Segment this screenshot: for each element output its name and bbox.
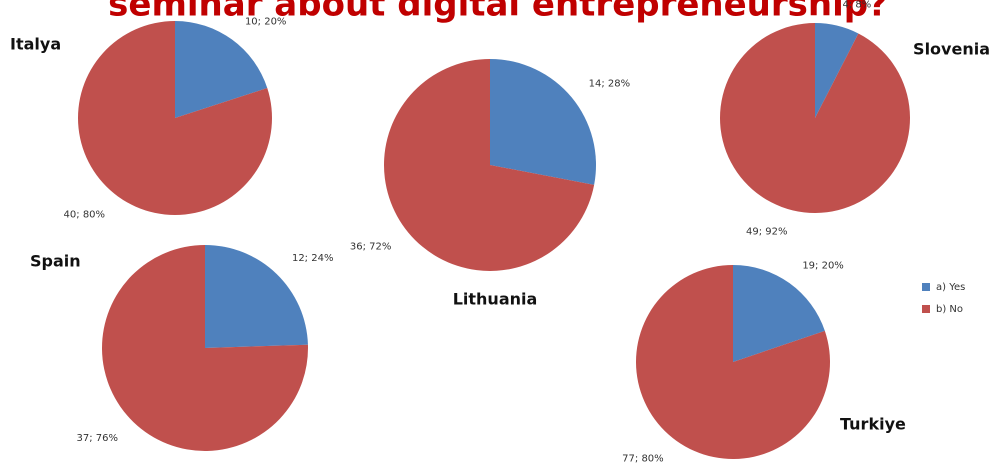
- pie-title: Slovenia: [913, 40, 990, 59]
- data-label: 4; 8%: [842, 0, 871, 10]
- pie-title: Spain: [30, 252, 81, 271]
- pie-slice: [636, 265, 830, 459]
- pie-slice: [733, 265, 825, 362]
- pie-title: Italya: [10, 35, 61, 54]
- legend-swatch: [922, 283, 930, 291]
- pie-slice: [815, 23, 859, 118]
- legend-swatch: [922, 305, 930, 313]
- chart-title: seminar about digital entrepreneurship?: [108, 0, 888, 25]
- pie-slice: [205, 245, 308, 348]
- pie-slice: [175, 21, 268, 118]
- legend-label: a) Yes: [936, 282, 965, 293]
- data-label: 19; 20%: [802, 260, 844, 271]
- pie-slice: [720, 23, 911, 213]
- data-label: 12; 24%: [292, 253, 334, 264]
- pie-title: Lithuania: [453, 290, 538, 309]
- data-label: 10; 20%: [245, 17, 287, 28]
- pie-slice: [77, 21, 272, 215]
- data-label: 77; 80%: [622, 454, 664, 465]
- data-label: 49; 92%: [746, 227, 788, 238]
- pie-slice: [490, 59, 596, 185]
- data-label: 14; 28%: [589, 78, 631, 89]
- legend-label: b) No: [936, 304, 963, 315]
- data-label: 37; 76%: [77, 433, 119, 444]
- pie-slice: [102, 245, 309, 452]
- data-label: 40; 80%: [64, 209, 106, 220]
- data-label: 36; 72%: [350, 242, 392, 253]
- pie-title: Turkiye: [840, 415, 906, 434]
- pie-slice: [383, 59, 595, 271]
